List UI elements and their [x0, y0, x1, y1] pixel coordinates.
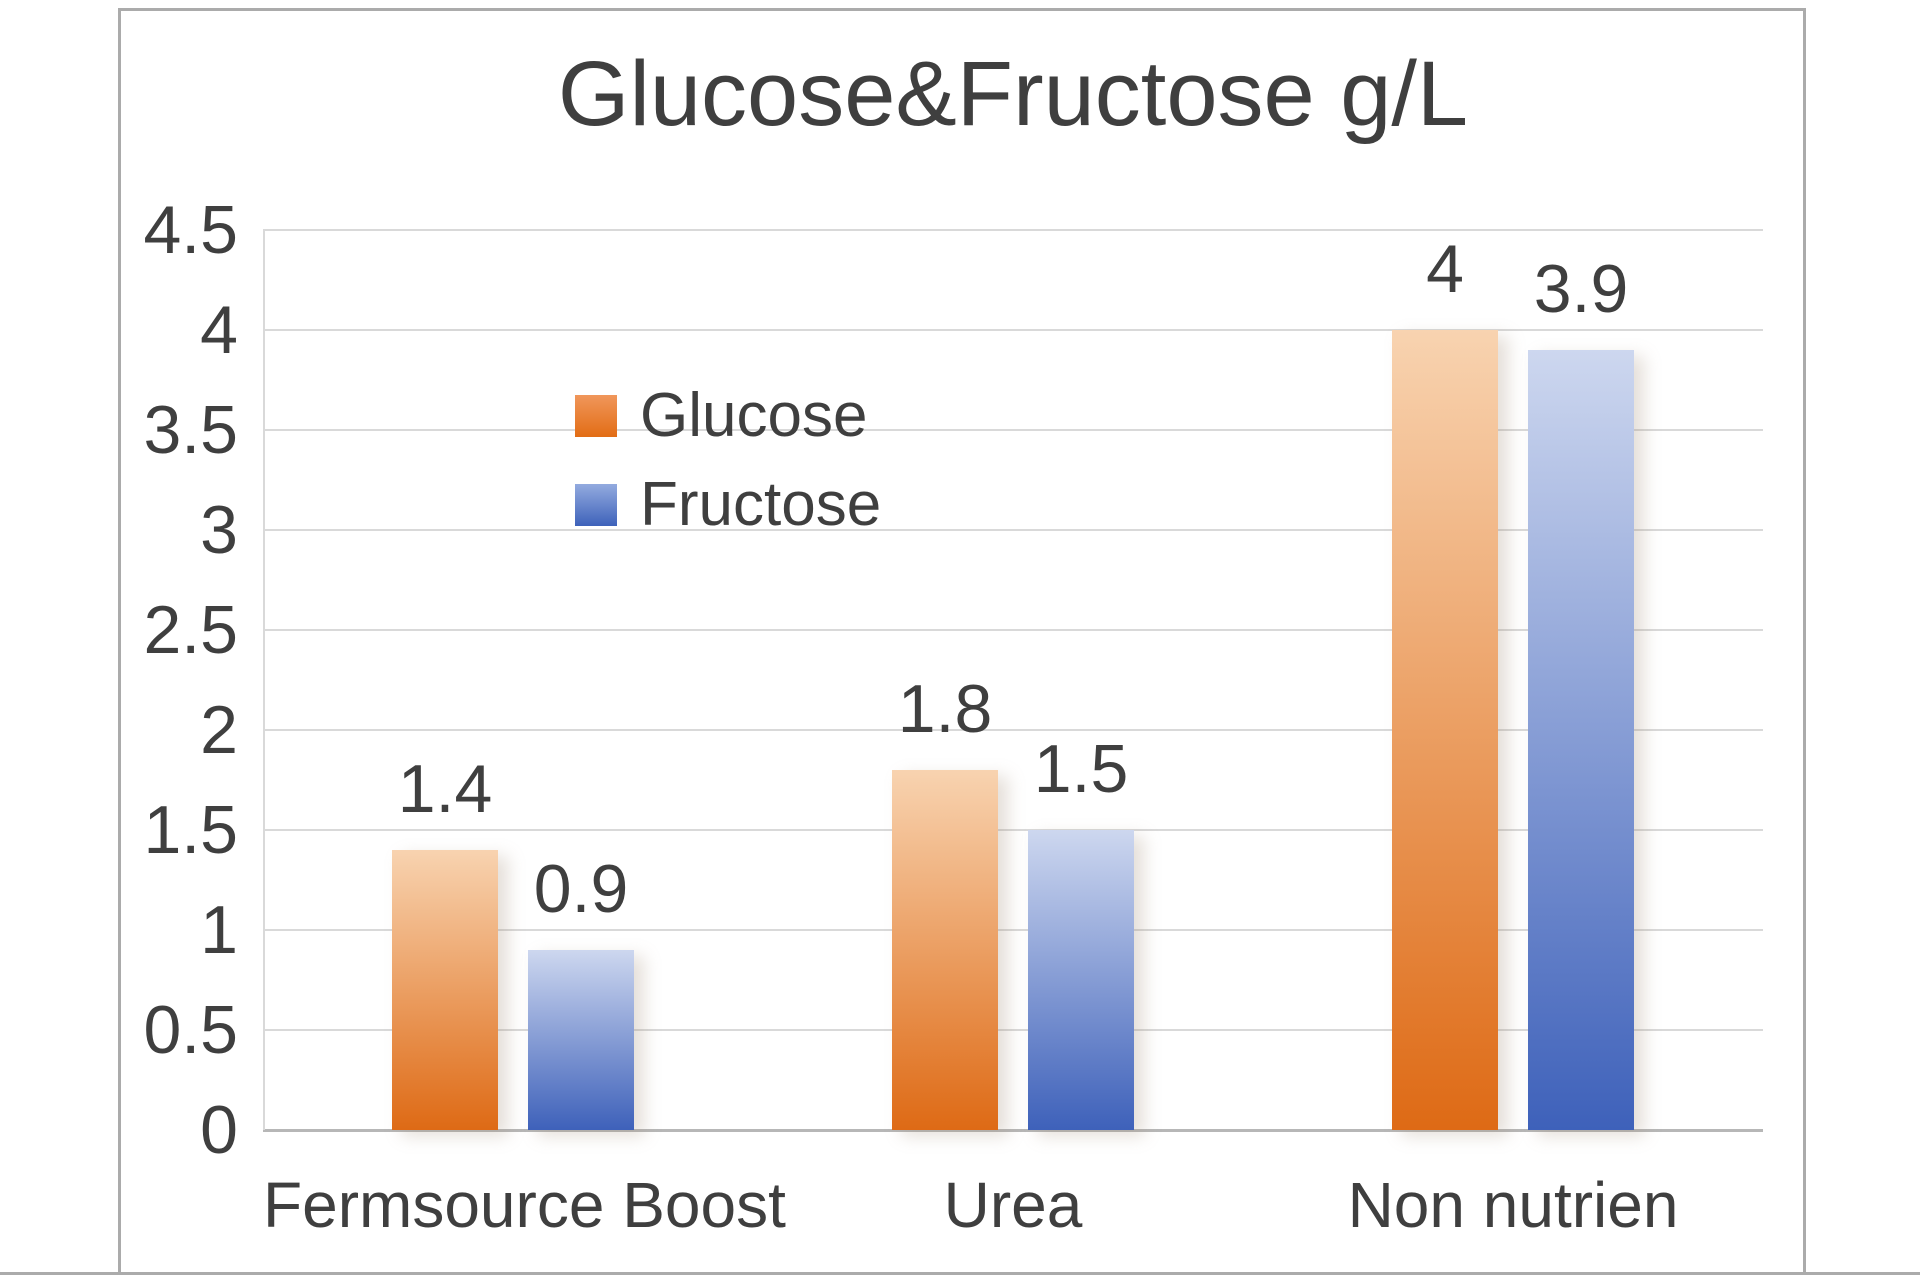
legend-label: Glucose	[640, 381, 868, 450]
glucose-legend-swatch-icon	[575, 395, 617, 437]
legend: Glucose Fructose	[575, 385, 881, 572]
y-axis-tick-label: 3	[200, 492, 238, 568]
y-axis-tick-label: 1	[200, 892, 238, 968]
gridline	[263, 429, 1763, 431]
fructose-bar	[1528, 350, 1634, 1130]
gridline	[263, 629, 1763, 631]
legend-item-glucose: Glucose	[575, 385, 881, 447]
glucose-bar	[392, 850, 498, 1130]
y-axis-tick-label: 0	[200, 1092, 238, 1168]
data-label: 1.5	[1033, 731, 1129, 807]
y-axis-tick-label: 2	[200, 692, 238, 768]
page-bottom-rule	[0, 1272, 1920, 1275]
gridline	[263, 729, 1763, 731]
chart-title: Glucose&Fructose g/L	[557, 43, 1469, 145]
fructose-legend-swatch-icon	[575, 484, 617, 526]
x-axis-category-label: Fermsource Boost	[263, 1169, 786, 1241]
x-axis-category-label: Non nutrien	[1347, 1169, 1679, 1241]
glucose-bar	[892, 770, 998, 1130]
legend-item-fructose: Fructose	[575, 474, 881, 536]
y-axis-tick-label: 3.5	[143, 392, 238, 468]
x-axis-category-label: Urea	[943, 1169, 1083, 1241]
gridline	[263, 929, 1763, 931]
gridline	[263, 229, 1763, 231]
plot-area: 4.5 4 3.5 3 2.5 2 1.5 1 0.5 0 1.4 1.8 4 0.9 1.5 3.9 Ferm…	[143, 193, 1763, 1240]
fructose-bar	[528, 950, 634, 1130]
data-label: 1.4	[397, 751, 493, 827]
data-label: 3.9	[1533, 251, 1629, 327]
gridline	[263, 1029, 1763, 1031]
y-axis-tick-label: 0.5	[143, 992, 238, 1068]
x-axis-line	[263, 1129, 1763, 1132]
gridline	[263, 529, 1763, 531]
data-label: 1.8	[897, 671, 993, 747]
gridline	[263, 329, 1763, 331]
legend-label: Fructose	[640, 470, 882, 539]
data-label: 0.9	[533, 851, 629, 927]
y-axis-tick-label: 2.5	[143, 592, 238, 668]
fructose-bar	[1028, 830, 1134, 1130]
data-label: 4	[1426, 231, 1464, 307]
y-axis-tick-label: 4.5	[143, 192, 238, 268]
glucose-bar	[1392, 330, 1498, 1130]
y-axis-line	[263, 230, 265, 1130]
y-axis-tick-label: 1.5	[143, 792, 238, 868]
y-axis-tick-label: 4	[200, 292, 238, 368]
gridline	[263, 829, 1763, 831]
